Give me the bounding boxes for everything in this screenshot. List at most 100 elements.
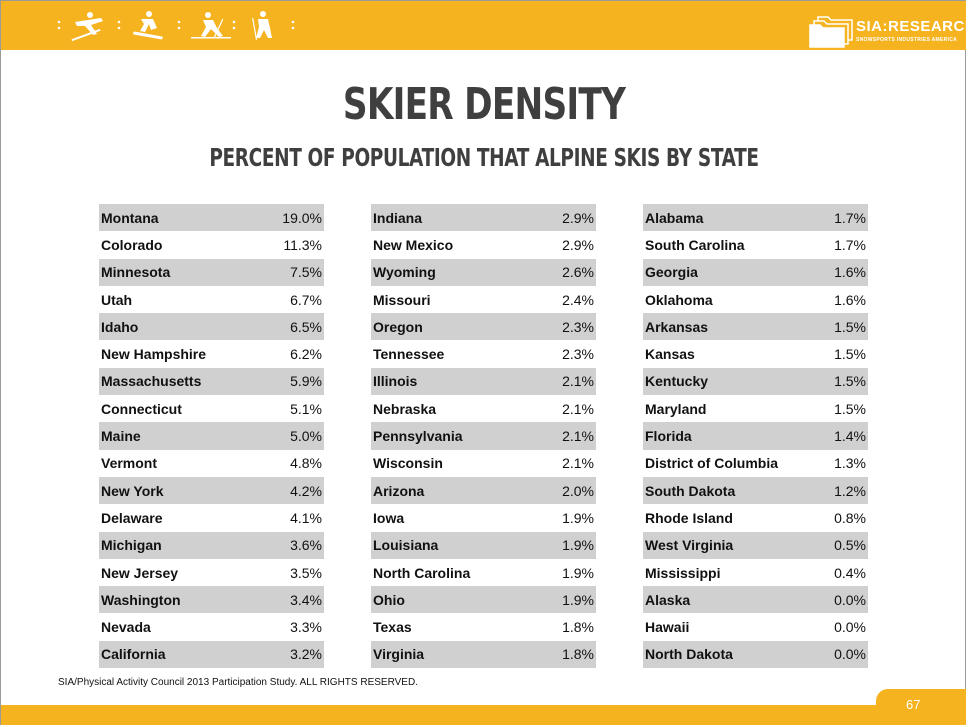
state-percent: 1.9%	[562, 591, 594, 608]
table-row: New Jersey 3.5%	[99, 559, 324, 586]
state-percent: 2.1%	[562, 455, 594, 472]
table-row: Ohio 1.9%	[371, 586, 596, 614]
state-name: Ohio	[373, 591, 405, 608]
state-percent: 1.4%	[834, 428, 866, 445]
snowboarder-icon	[133, 11, 163, 40]
state-name: Maryland	[645, 400, 707, 417]
table-row: Delaware 4.1%	[99, 504, 324, 531]
state-name: Utah	[101, 291, 133, 308]
table-row: District of Columbia 1.3%	[643, 450, 868, 477]
state-name: Iowa	[373, 509, 405, 526]
state-percent: 4.2%	[290, 482, 322, 499]
state-name: South Dakota	[645, 482, 736, 499]
state-name: Oregon	[373, 318, 423, 335]
state-name: Michigan	[101, 537, 162, 554]
skier-jump-icon	[71, 12, 103, 42]
table-row: Washington 3.4%	[99, 586, 324, 614]
state-percent: 1.5%	[834, 346, 866, 363]
state-percent: 1.6%	[834, 291, 866, 308]
state-name: Wisconsin	[373, 455, 443, 472]
state-name: Washington	[101, 591, 181, 608]
table-column-2: Indiana 2.9% New Mexico 2.9% Wyoming 2.6% Miss…	[371, 204, 596, 669]
table-row: North Dakota 0.0%	[643, 640, 868, 669]
state-percent: 6.7%	[290, 291, 322, 308]
state-percent: 0.5%	[834, 537, 866, 554]
state-percent: 1.5%	[834, 318, 866, 335]
state-percent: 3.6%	[290, 537, 322, 554]
state-name: Montana	[101, 209, 159, 226]
logo-subtext: SNOWSPORTS INDUSTRIES AMERICA	[856, 37, 958, 43]
state-name: Connecticut	[101, 400, 182, 417]
table-row: Michigan 3.6%	[99, 531, 324, 559]
state-percent: 1.5%	[834, 400, 866, 417]
table-row: Georgia 1.6%	[643, 258, 868, 286]
state-percent: 5.1%	[290, 400, 322, 417]
table-row: Maryland 1.5%	[643, 395, 868, 422]
state-name: North Dakota	[645, 646, 733, 663]
state-percent: 7.5%	[290, 264, 322, 281]
table-row: Connecticut 5.1%	[99, 395, 324, 422]
table-row: Colorado 11.3%	[99, 231, 324, 258]
state-name: Nebraska	[373, 400, 437, 417]
page-number: 67	[906, 697, 921, 712]
sport-icons	[53, 10, 303, 42]
header-bar	[1, 1, 966, 50]
state-percent: 2.3%	[562, 318, 594, 335]
table-row: Rhode Island 0.8%	[643, 504, 868, 531]
state-percent: 1.5%	[834, 373, 866, 390]
state-percent: 1.9%	[562, 564, 594, 581]
state-name: Texas	[373, 619, 412, 636]
state-name: Arizona	[373, 482, 425, 499]
footer-bar	[1, 705, 966, 725]
table-row: Tennessee 2.3%	[371, 340, 596, 367]
table-row: Idaho 6.5%	[99, 313, 324, 341]
state-percent: 2.1%	[562, 400, 594, 417]
table-row: Alabama 1.7%	[643, 204, 868, 232]
table-row: West Virginia 0.5%	[643, 531, 868, 559]
table-row: Texas 1.8%	[371, 613, 596, 640]
state-name: Missouri	[373, 291, 431, 308]
table-row: Virginia 1.8%	[371, 640, 596, 669]
state-name: Florida	[645, 428, 692, 445]
state-percent: 2.3%	[562, 346, 594, 363]
table-row: North Carolina 1.9%	[371, 559, 596, 586]
state-name: South Carolina	[645, 236, 745, 253]
state-percent: 3.4%	[290, 591, 322, 608]
state-name: Wyoming	[373, 264, 436, 281]
state-percent: 0.0%	[834, 646, 866, 663]
state-name: Tennessee	[373, 346, 445, 363]
state-name: Kansas	[645, 346, 695, 363]
state-name: Colorado	[101, 236, 163, 253]
state-percent: 1.8%	[562, 619, 594, 636]
table-row: Alaska 0.0%	[643, 586, 868, 614]
table-row: Vermont 4.8%	[99, 450, 324, 477]
state-percent: 6.2%	[290, 346, 322, 363]
table-row: New Hampshire 6.2%	[99, 340, 324, 367]
table-row: Hawaii 0.0%	[643, 613, 868, 640]
state-percent: 3.3%	[290, 619, 322, 636]
table-row: New York 4.2%	[99, 476, 324, 505]
cross-country-skier-icon	[191, 12, 231, 39]
table-row: Mississippi 0.4%	[643, 559, 868, 586]
state-percent: 19.0%	[282, 209, 322, 226]
state-percent: 1.9%	[562, 509, 594, 526]
state-name: Illinois	[373, 373, 418, 390]
page-title: SKIER DENSITY	[342, 79, 626, 130]
table-row: Indiana 2.9%	[371, 204, 596, 232]
page-number-tab	[876, 689, 966, 725]
table-row: Maine 5.0%	[99, 422, 324, 450]
state-name: Georgia	[645, 264, 698, 281]
table-row: South Dakota 1.2%	[643, 476, 868, 505]
state-percent: 4.1%	[290, 509, 322, 526]
state-name: West Virginia	[645, 537, 734, 554]
state-percent: 1.7%	[834, 209, 866, 226]
state-percent: 2.9%	[562, 236, 594, 253]
table-row: Florida 1.4%	[643, 422, 868, 450]
state-percent: 0.0%	[834, 619, 866, 636]
state-name: Alaska	[645, 591, 691, 608]
state-percent: 5.9%	[290, 373, 322, 390]
table-row: Arkansas 1.5%	[643, 313, 868, 341]
state-percent: 0.0%	[834, 591, 866, 608]
state-percent: 2.0%	[562, 482, 594, 499]
state-percent: 4.8%	[290, 455, 322, 472]
